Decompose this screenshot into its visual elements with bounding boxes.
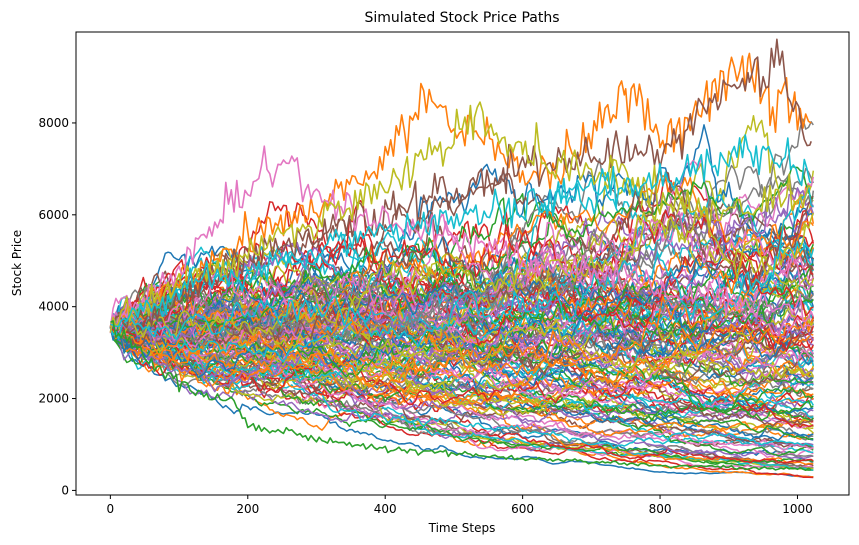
series-line — [110, 258, 814, 330]
y-tick-label: 2000 — [38, 392, 69, 406]
series-line — [109, 199, 814, 337]
series-line — [109, 277, 814, 373]
series-layer — [109, 38, 815, 479]
y-tick-label: 8000 — [38, 116, 69, 130]
x-tick-label: 200 — [236, 502, 259, 516]
series-line — [109, 254, 814, 347]
y-tick-label: 4000 — [38, 300, 69, 314]
highlighted-series-line — [109, 52, 812, 327]
y-axis: 0 2000 4000 6000 8000 — [38, 116, 76, 497]
plot-frame — [75, 31, 850, 496]
series-line — [109, 327, 814, 478]
y-tick-label: 0 — [61, 483, 69, 497]
series-line — [109, 319, 814, 451]
x-tick-label: 800 — [649, 502, 672, 516]
series-line — [109, 261, 814, 337]
highlighted-series-line — [110, 320, 812, 471]
y-tick-label: 6000 — [38, 208, 69, 222]
highlighted-series-line — [109, 145, 812, 334]
series-line — [109, 308, 814, 470]
series-line — [109, 322, 814, 464]
series-line — [109, 184, 814, 348]
x-tick-label: 1000 — [782, 502, 813, 516]
x-tick-label: 0 — [107, 502, 115, 516]
series-line — [110, 225, 814, 330]
highlighted-series-line — [109, 101, 812, 333]
series-line — [109, 321, 814, 428]
series-line — [110, 207, 814, 336]
x-tick-label: 600 — [511, 502, 534, 516]
x-tick-label: 400 — [374, 502, 397, 516]
series-line — [109, 206, 814, 338]
x-axis: 0 200 400 600 800 1000 — [107, 495, 813, 516]
highlighted-series-line — [110, 134, 812, 328]
x-axis-label: Time Steps — [428, 521, 496, 535]
series-line — [109, 326, 814, 403]
y-axis-label: Stock Price — [10, 230, 24, 296]
series-line — [109, 299, 814, 430]
chart-title: Simulated Stock Price Paths — [364, 10, 559, 26]
